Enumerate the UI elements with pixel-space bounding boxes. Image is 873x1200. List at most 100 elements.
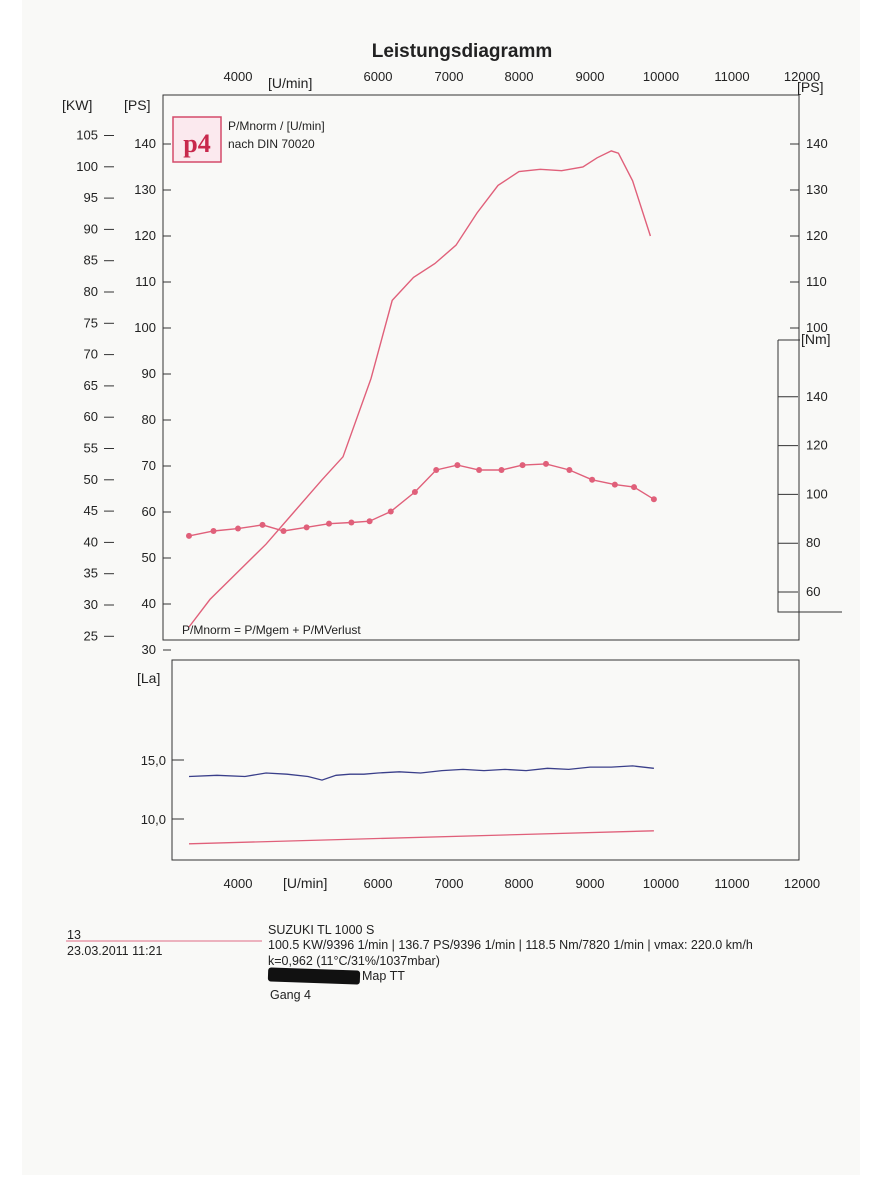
torque-point (433, 467, 440, 473)
ps-tick-label: 100 (134, 320, 156, 335)
torque-point (498, 467, 505, 473)
paper-sheet (22, 0, 860, 1175)
kw-tick-label: 50 (84, 472, 98, 487)
lambda-axis-ticks: 4000 6000 7000 8000 9000 10000 11000 12000 15,0 1… (141, 753, 820, 891)
lambda-axis-label: [La] (137, 670, 160, 686)
ps-tick-label: 130 (134, 182, 156, 197)
x-tick-label-top: 4000 (224, 69, 253, 84)
torque-point (650, 496, 657, 503)
legend-line-2: nach DIN 70020 (228, 137, 315, 151)
main-series-layer (186, 150, 657, 628)
x-tick-label-bottom: 8000 (505, 876, 534, 891)
kw-tick-label: 100 (76, 159, 98, 174)
ps-tick-label: 140 (134, 136, 156, 151)
torque-point (631, 484, 638, 491)
kw-tick-label: 80 (84, 284, 98, 299)
top-rpm-unit-label: [U/min] (268, 75, 312, 91)
nm-tick-label: 80 (806, 535, 820, 550)
ps-tick-label: 60 (142, 504, 156, 519)
torque-point (210, 528, 217, 534)
x-tick-label-bottom: 7000 (435, 876, 464, 891)
torque-point (303, 524, 310, 531)
ps-right-tick-label: 100 (806, 320, 828, 335)
formula-annotation: P/Mnorm = P/Mgem + P/MVerlust (182, 623, 361, 637)
kw-tick-label: 60 (84, 409, 98, 424)
legend-line-1: P/Mnorm / [U/min] (228, 119, 325, 133)
torque-point (566, 467, 573, 473)
p4-logo: p4 (172, 116, 222, 163)
x-tick-label-bottom: 12000 (784, 876, 820, 891)
ps-tick-label: 110 (135, 274, 156, 289)
ps-axis-label-left: [PS] (124, 97, 150, 113)
nm-axis-label: [Nm] (801, 331, 831, 347)
kw-tick-label: 70 (84, 347, 98, 362)
x-tick-label-top: 8000 (505, 69, 534, 84)
kw-tick-label: 95 (84, 190, 98, 205)
torque-point (411, 488, 418, 495)
x-tick-label-top: 7000 (435, 69, 464, 84)
x-tick-label-bottom: 4000 (224, 876, 253, 891)
x-tick-label-bottom: 6000 (364, 876, 393, 891)
kw-tick-label: 85 (84, 253, 98, 268)
x-tick-label-top: 12000 (784, 69, 820, 84)
bottom-rpm-unit-label: [U/min] (283, 875, 327, 891)
x-tick-label-top: 6000 (364, 69, 393, 84)
ps-right-tick-label: 130 (806, 182, 828, 197)
torque-point (326, 520, 332, 527)
kw-tick-label: 105 (76, 128, 98, 143)
kw-tick-label: 45 (84, 503, 98, 518)
kw-tick-label: 25 (84, 628, 98, 643)
x-tick-label-bottom: 11000 (714, 876, 749, 891)
nm-tick-label: 100 (806, 486, 828, 501)
lambda-tick-label: 15,0 (141, 753, 166, 768)
torque-point (186, 532, 192, 539)
torque-point (387, 508, 394, 515)
torque-point (611, 481, 618, 488)
ps-tick-label: 70 (142, 458, 156, 473)
nm-tick-label: 140 (806, 389, 828, 404)
chart-title: Leistungsdiagramm (372, 41, 553, 62)
torque-point (348, 519, 355, 526)
torque-point (366, 518, 373, 525)
ps-axis-label-right: [PS] (797, 79, 823, 95)
nm-tick-label: 120 (806, 438, 828, 453)
ps-right-tick-label: 120 (806, 228, 828, 243)
ps-tick-label: 40 (142, 596, 156, 611)
torque-point (454, 462, 461, 469)
torque-curve (188, 463, 655, 537)
torque-point (542, 460, 549, 467)
ps-right-tick-label: 110 (806, 274, 827, 289)
main-axis-ticks: 4000 6000 7000 8000 9000 10000 11000 12000 25 30 3… (76, 69, 827, 657)
x-tick-label-top: 10000 (643, 69, 679, 84)
x-tick-label-bottom: 9000 (576, 876, 605, 891)
kw-tick-label: 30 (84, 597, 98, 612)
nm-tick-label: 60 (806, 584, 820, 599)
torque-point (519, 462, 526, 469)
ps-tick-label: 30 (142, 642, 156, 657)
ps-tick-label: 120 (134, 228, 156, 243)
x-tick-label-bottom: 10000 (643, 876, 679, 891)
torque-point (259, 521, 266, 528)
x-tick-label-top: 9000 (576, 69, 605, 84)
kw-tick-label: 55 (84, 441, 98, 456)
torque-point (235, 525, 241, 532)
kw-tick-label: 75 (84, 315, 98, 330)
lambda-tick-label: 10,0 (141, 812, 166, 827)
lambda-plot-frame (171, 659, 800, 861)
kw-tick-label: 65 (84, 378, 98, 393)
x-tick-label-top: 11000 (714, 69, 749, 84)
kw-tick-label: 40 (84, 534, 98, 549)
logo-text: p4 (183, 129, 210, 158)
kw-tick-label: 90 (84, 221, 98, 236)
kw-tick-label: 35 (84, 566, 98, 581)
nm-axis-frame (777, 339, 842, 613)
lambda-series-layer (188, 765, 654, 845)
torque-point (589, 476, 596, 483)
ps-right-tick-label: 140 (806, 136, 828, 151)
lambda-curve (188, 765, 654, 781)
reference-curve (188, 830, 654, 845)
torque-point (476, 467, 483, 473)
power-curve (188, 150, 652, 628)
ps-tick-label: 90 (142, 366, 156, 381)
